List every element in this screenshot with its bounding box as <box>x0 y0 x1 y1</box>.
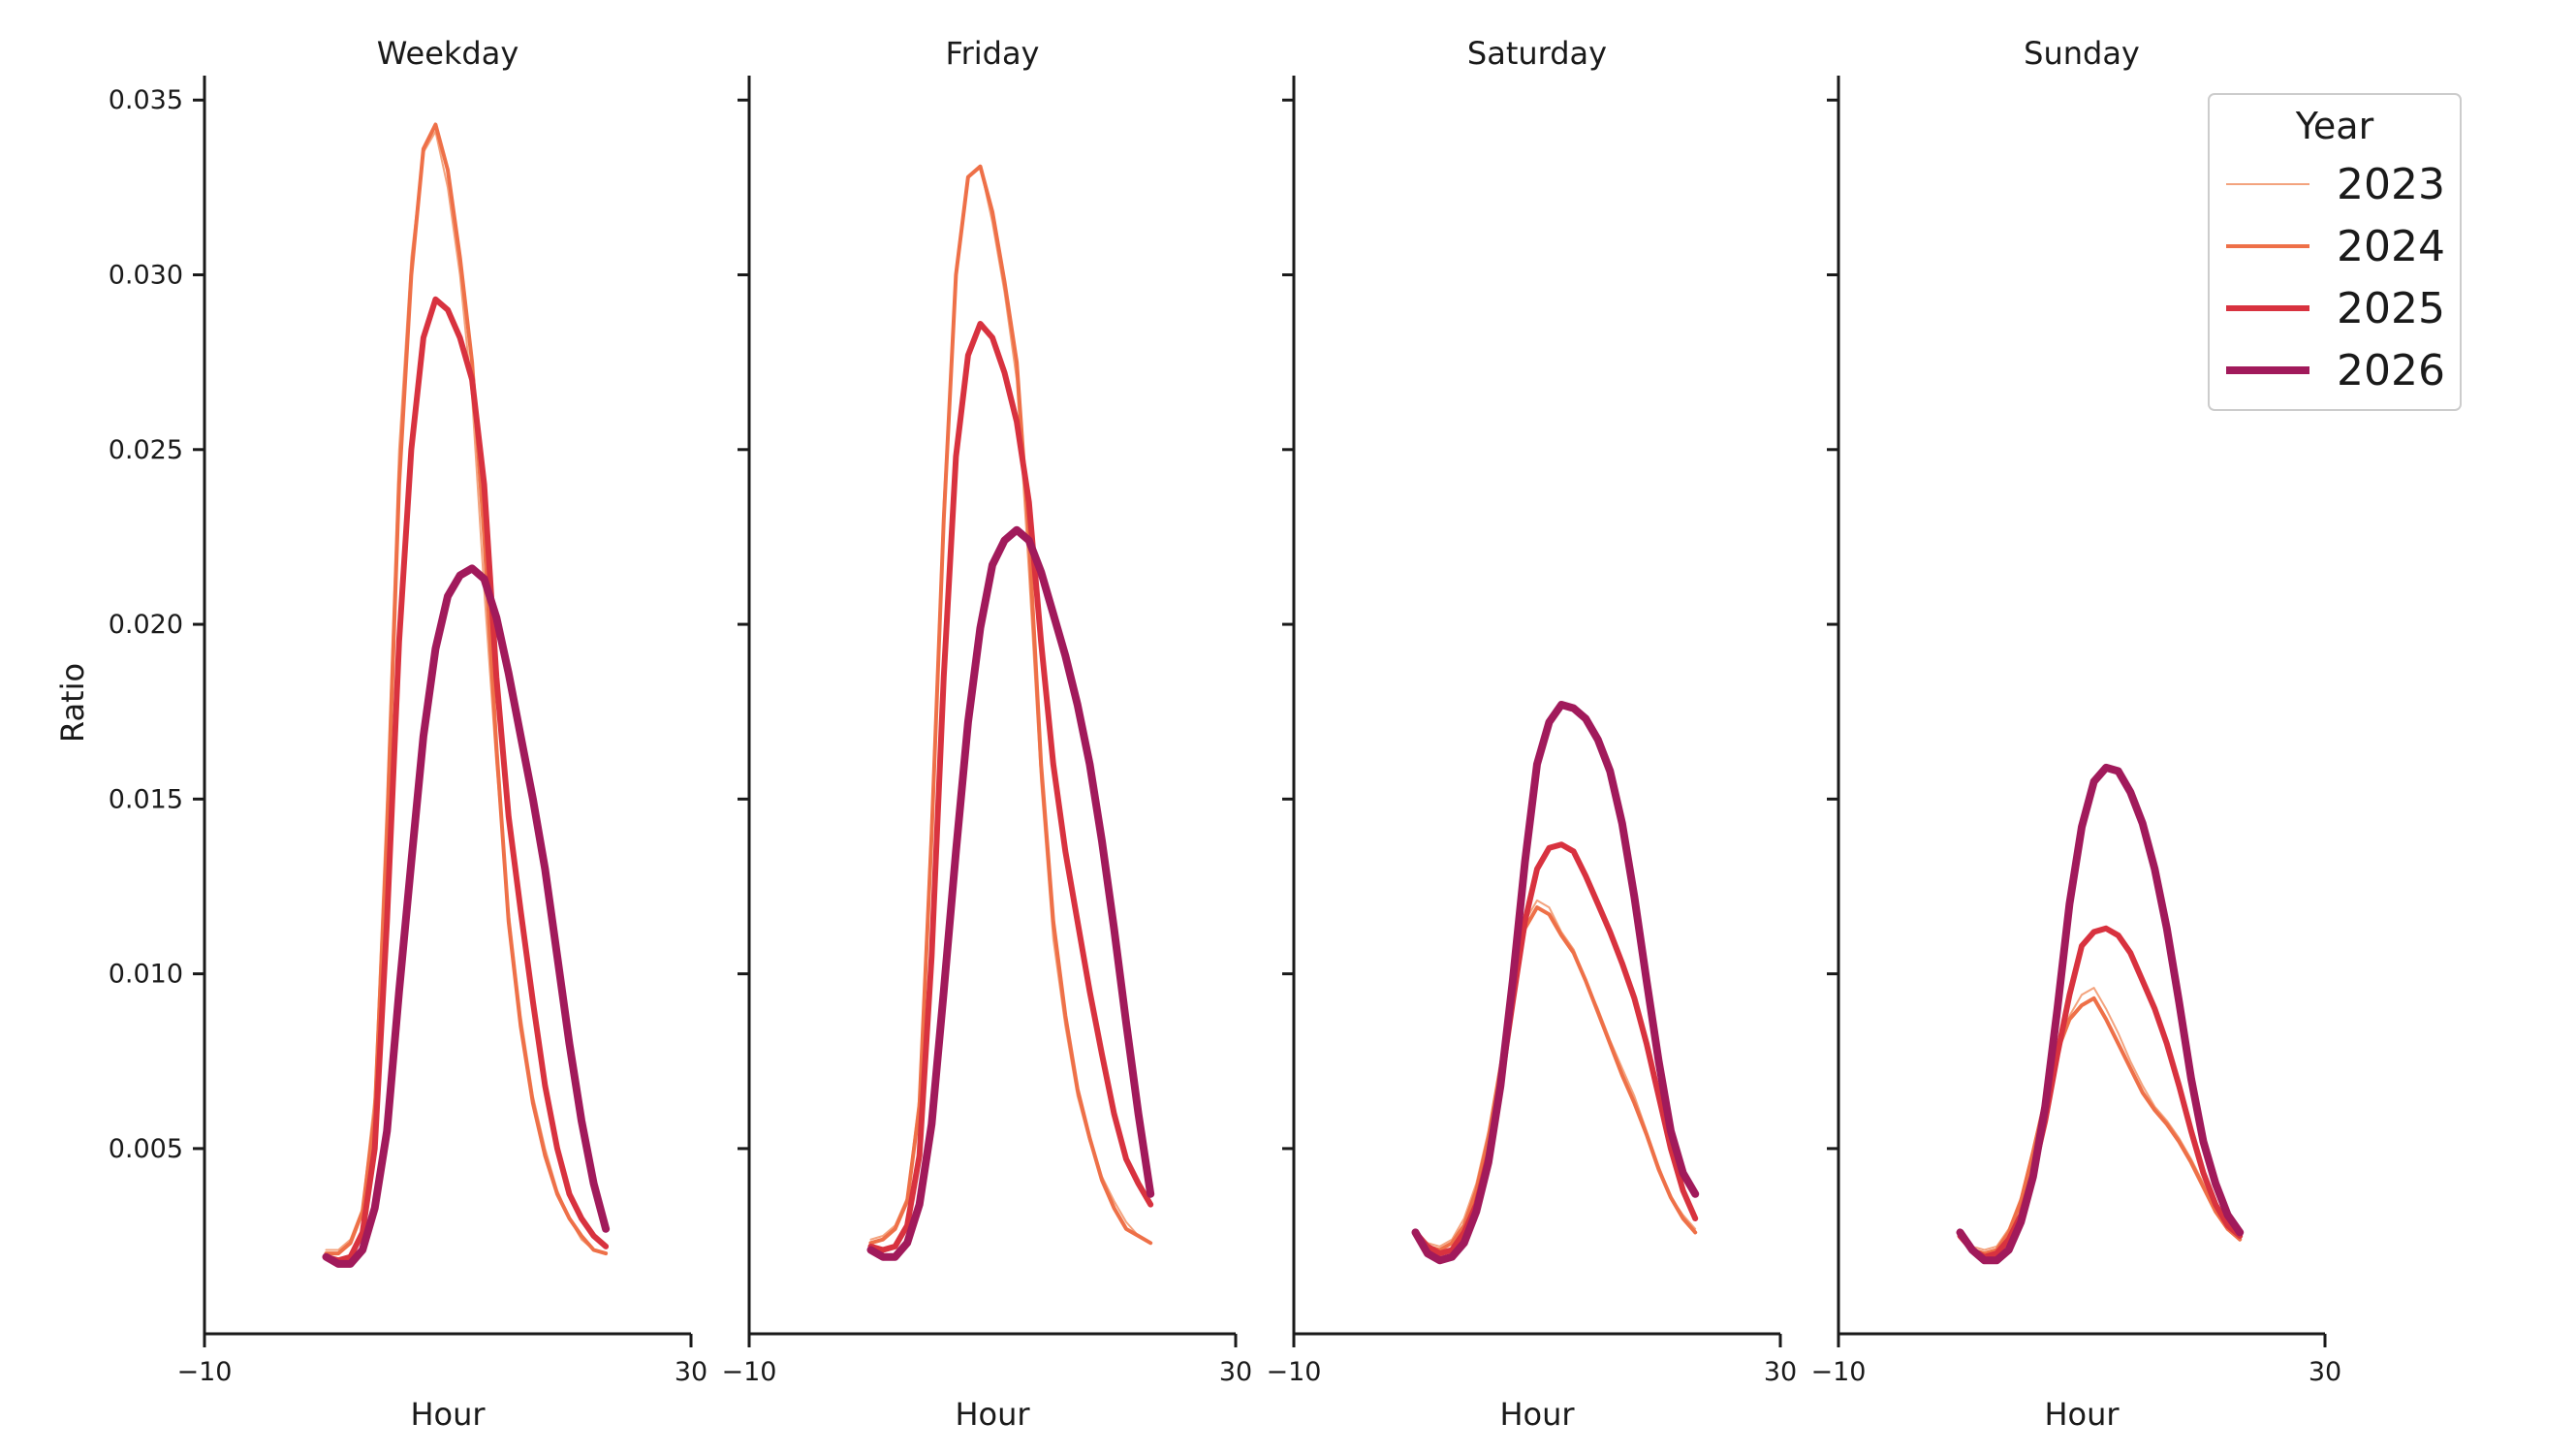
legend-title: Year <box>2295 105 2374 147</box>
x-tick-label: 30 <box>1764 1357 1797 1387</box>
panel-title: Friday <box>946 35 1040 72</box>
chart-panels: Weekday 0.005 0.010 0.015 0.020 0.025 0.030 0.0… <box>109 35 2341 1433</box>
x-tick-label: 30 <box>1219 1357 1252 1387</box>
x-axis-title: Hour <box>410 1396 486 1433</box>
y-tick-label: 0.020 <box>109 610 183 640</box>
legend: Year 2023 2024 2025 2026 <box>2208 93 2462 411</box>
panel-friday: Friday −10 30 Hour <box>722 35 1253 1433</box>
y-tick-label: 0.035 <box>109 85 183 115</box>
x-tick-label: 30 <box>675 1357 707 1387</box>
series-line-2024 <box>868 164 1153 1246</box>
legend-box <box>2208 93 2462 411</box>
x-tick-label: −10 <box>1267 1357 1322 1387</box>
series-line-2025 <box>323 296 610 1264</box>
panel-sunday: Sunday −10 30 Hour <box>1811 35 2342 1433</box>
legend-label-2023: 2023 <box>2337 160 2445 209</box>
x-tick-label: 30 <box>2309 1357 2341 1387</box>
y-tick-label: 0.025 <box>109 435 183 465</box>
series-line-2026 <box>1956 763 2245 1265</box>
legend-label-2026: 2026 <box>2337 346 2445 395</box>
series-line-2026 <box>322 564 611 1268</box>
y-axis-title: Ratio <box>54 663 91 743</box>
x-axis-title: Hour <box>1499 1396 1575 1433</box>
series-line-2025 <box>1412 841 1699 1257</box>
series-line-2024 <box>1413 905 1698 1252</box>
panel-title: Saturday <box>1467 35 1607 72</box>
panel-title: Sunday <box>2024 35 2140 72</box>
series-line-2024 <box>1958 996 2243 1256</box>
legend-label-2024: 2024 <box>2337 222 2445 271</box>
y-tick-label: 0.030 <box>109 261 183 291</box>
legend-label-2025: 2025 <box>2337 284 2445 333</box>
series-line-2026 <box>866 525 1155 1261</box>
x-tick-label: −10 <box>1811 1357 1867 1387</box>
y-tick-label: 0.015 <box>109 784 183 814</box>
panel-title: Weekday <box>377 35 519 72</box>
x-tick-label: −10 <box>177 1357 233 1387</box>
y-tick-label: 0.005 <box>109 1134 183 1164</box>
series-line-2026 <box>1411 701 1700 1265</box>
series-line-2025 <box>1957 925 2244 1260</box>
series-line-2025 <box>867 321 1154 1253</box>
panel-saturday: Saturday −10 30 Hour <box>1267 35 1798 1433</box>
x-tick-label: −10 <box>722 1357 777 1387</box>
x-axis-title: Hour <box>2044 1396 2120 1433</box>
series-line-2024 <box>324 122 609 1256</box>
y-tick-label: 0.010 <box>109 960 183 990</box>
panel-weekday: Weekday 0.005 0.010 0.015 0.020 0.025 0.030 0.0… <box>109 35 707 1433</box>
x-axis-title: Hour <box>955 1396 1030 1433</box>
